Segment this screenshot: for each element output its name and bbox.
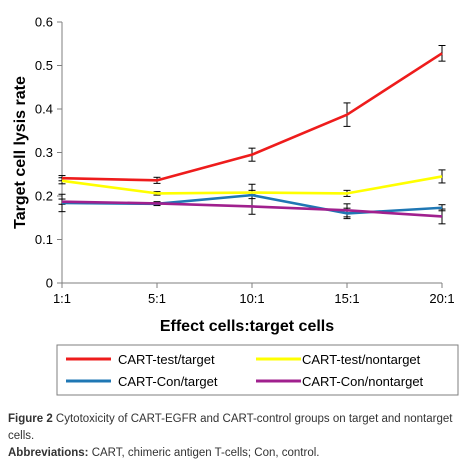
- legend-label: CART-test/target: [118, 352, 215, 367]
- legend-box: [56, 344, 459, 396]
- y-tick-label: 0.2: [35, 189, 53, 204]
- error-bar: [438, 169, 446, 184]
- series-line: [61, 175, 443, 195]
- y-tick-label: 0.5: [35, 58, 53, 73]
- figure-caption: Figure 2 Cytotoxicity of CART-EGFR and C…: [8, 411, 464, 462]
- x-tick-label: 20:1: [429, 291, 454, 306]
- figure-label: Figure 2: [8, 413, 53, 425]
- figure-caption-text: Figure 2 Cytotoxicity of CART-EGFR and C…: [8, 411, 464, 445]
- y-tick-label: 0.1: [35, 232, 53, 247]
- y-tick-label: 0.4: [35, 102, 53, 117]
- line-chart: 0 0.1 0.2 0.3 0.4 0.5 0.6 1:1 5:1 10:1 15:1 20:1 T…: [12, 15, 459, 396]
- legend-label: CART-test/nontarget: [302, 352, 421, 367]
- series-line: [61, 200, 443, 218]
- x-tick-label: 1:1: [53, 291, 71, 306]
- series-lines: [61, 52, 443, 218]
- y-tick-label: 0.6: [35, 15, 53, 30]
- y-axis-title: Target cell lysis rate: [12, 76, 29, 229]
- x-tick-label: 10:1: [239, 291, 264, 306]
- y-axis-ticks: 0 0.1 0.2 0.3 0.4 0.5 0.6: [35, 15, 62, 291]
- legend-item: CART-test/nontarget: [256, 352, 421, 367]
- y-tick-label: 0.3: [35, 145, 53, 160]
- legend-item: CART-Con/target: [66, 374, 218, 389]
- legend: CART-test/target CART-test/nontarget CART-…: [56, 344, 459, 396]
- x-tick-label: 5:1: [148, 291, 166, 306]
- abbreviations-text: Abbreviations: CART, chimeric antigen T-…: [8, 445, 464, 462]
- x-axis-title: Effect cells:target cells: [160, 318, 334, 335]
- abbreviations-description: CART, chimeric antigen T-cells; Con, con…: [88, 447, 320, 459]
- figure-description: Cytotoxicity of CART-EGFR and CART-contr…: [8, 413, 453, 442]
- series-line: [61, 52, 443, 182]
- legend-item: CART-Con/nontarget: [256, 374, 424, 389]
- x-tick-label: 15:1: [334, 291, 359, 306]
- x-axis-ticks: 1:1 5:1 10:1 15:1 20:1: [53, 283, 455, 306]
- legend-label: CART-Con/target: [118, 374, 218, 389]
- error-bars: [58, 44, 446, 225]
- legend-item: CART-test/target: [66, 352, 215, 367]
- legend-label: CART-Con/nontarget: [302, 374, 424, 389]
- abbreviations-label: Abbreviations:: [8, 447, 89, 459]
- y-tick-label: 0: [46, 276, 53, 291]
